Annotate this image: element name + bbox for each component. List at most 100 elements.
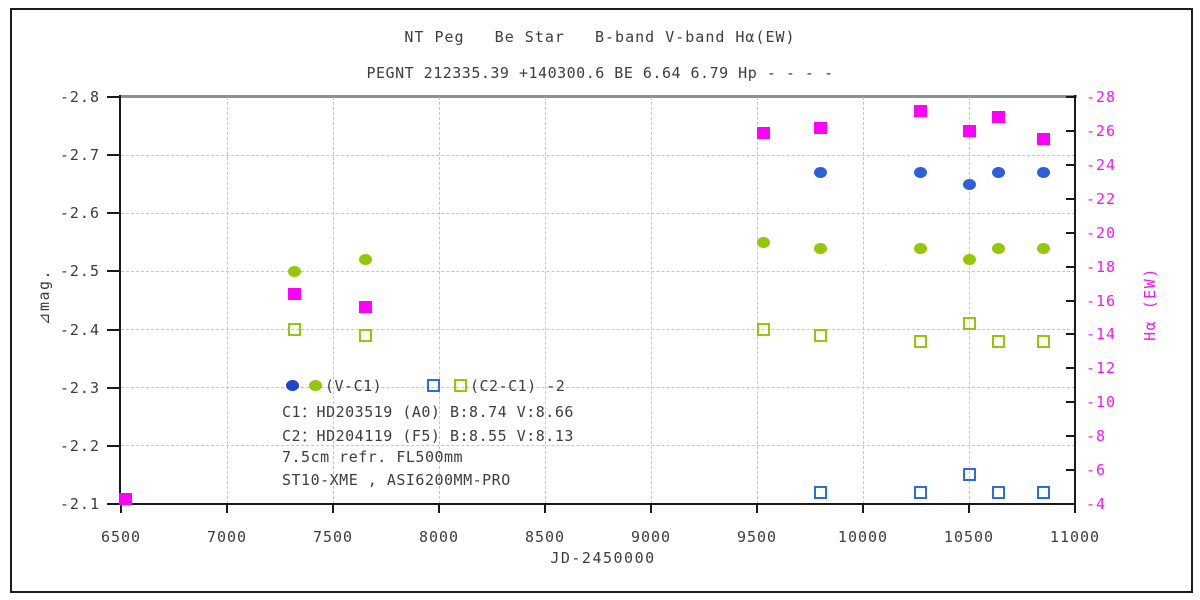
y-right-tick--8	[1066, 435, 1074, 438]
x-tick-11000	[1074, 505, 1076, 513]
point-V-C1-10850	[1036, 242, 1050, 254]
annotation-telescope: 7.5cm refr. FL500mm	[282, 448, 464, 466]
y-gridline--2.6	[121, 212, 1075, 215]
x-tick-label-10500: 10500	[943, 528, 995, 546]
point-B-C1-10500	[962, 178, 976, 190]
point-Hα-10270	[913, 104, 927, 117]
point-(C2-C1)-2-9800	[814, 328, 828, 342]
x-gridline-9000	[650, 97, 653, 504]
y-left-tick-label--2.7: -2.7	[59, 146, 100, 165]
point-V-C1-10640	[992, 242, 1006, 254]
point-Hα-6520	[118, 492, 132, 505]
x-axis	[119, 503, 1076, 505]
x-tick-10000	[862, 505, 864, 513]
point-V-C1-7655	[359, 254, 373, 266]
point-Hα-7655	[359, 301, 373, 314]
x-tick-7000	[226, 505, 228, 513]
x-tick-label-11000: 11000	[1049, 528, 1101, 546]
legend-olive-circle-icon	[309, 380, 322, 391]
y-right-tick--22	[1066, 197, 1074, 200]
y-right-tick--14	[1066, 333, 1074, 336]
y-right-tick-label--24: -24	[1086, 155, 1117, 174]
y-left-tick--2.6	[107, 212, 121, 215]
y-right-tick--16	[1066, 299, 1074, 302]
point-B-C1-9800	[814, 167, 828, 179]
y-left-tick--2.8	[107, 96, 121, 98]
x-tick-6500	[120, 505, 122, 513]
point-Hα-10500	[962, 124, 976, 137]
y-right-tick--12	[1066, 367, 1074, 370]
x-gridline-7000	[226, 97, 229, 504]
x-tick-label-8000: 8000	[418, 528, 460, 546]
y-right-tick--4	[1066, 503, 1074, 505]
y-right-tick--26	[1066, 129, 1074, 132]
plot-border-top	[119, 95, 1077, 98]
y-left-tick-label--2.1: -2.1	[59, 495, 100, 513]
point-(C2-C1)-2-10640	[992, 485, 1006, 499]
y-left-tick--2.2	[107, 444, 121, 447]
x-gridline-7500	[332, 97, 335, 504]
y-left-tick--2.5	[107, 270, 121, 273]
y-right-tick-label--16: -16	[1086, 291, 1117, 310]
point-(C2-C1)-2-10270	[913, 334, 927, 348]
x-tick-label-9000: 9000	[630, 528, 672, 546]
x-tick-label-7500: 7500	[312, 528, 354, 546]
annotation-c1: C1：HD203519 (A0) B:8.74 V:8.66	[282, 403, 574, 421]
point-V-C1-9530	[756, 236, 770, 248]
point-B-C1-10640	[992, 167, 1006, 179]
x-tick-9000	[650, 505, 652, 513]
x-tick-label-6500: 6500	[100, 528, 142, 546]
y-right-tick-label--26: -26	[1086, 121, 1117, 140]
point-V-C1-7320	[288, 265, 302, 277]
y-axis-left	[119, 95, 121, 505]
y-right-tick-label--8: -8	[1086, 427, 1107, 446]
annotation-c2: C2：HD204119 (F5) B:8.55 V:8.13	[282, 427, 574, 445]
chart-subtitle: PEGNT 212335.39 +140300.6 BE 6.64 6.79 H…	[366, 64, 834, 82]
x-gridline-8500	[544, 97, 547, 504]
annotation-camera: ST10-XME , ASI6200MM-PRO	[282, 471, 511, 489]
y-right-tick-label--12: -12	[1086, 359, 1117, 378]
legend-label-vc1: (V-C1)	[325, 377, 383, 395]
x-gridline-9500	[756, 97, 759, 504]
x-tick-9500	[756, 505, 758, 513]
y-right-tick-label--6: -6	[1086, 461, 1107, 480]
y-right-tick--18	[1066, 265, 1074, 268]
y-gridline--2.3	[121, 387, 1075, 389]
y-right-tick--20	[1066, 231, 1074, 234]
x-gridline-10500	[968, 97, 971, 504]
y-right-tick-label--4: -4	[1086, 495, 1107, 513]
x-tick-8500	[544, 505, 546, 513]
point-(C2-C1)-2-7320	[288, 323, 302, 337]
legend-blue-square-icon	[427, 379, 440, 392]
point-Hα-10640	[992, 111, 1006, 124]
point-B-C1-10270	[913, 167, 927, 179]
legend-label-c2c1: (C2-C1) -2	[470, 377, 566, 395]
y-left-tick-label--2.3: -2.3	[59, 378, 100, 397]
x-tick-label-7000: 7000	[206, 528, 248, 546]
point-(C2-C1)-2-10640	[992, 334, 1006, 348]
y-left-tick-label--2.8: -2.8	[59, 88, 100, 106]
point-(C2-C1)-2-10500	[962, 317, 976, 331]
legend-blue-circle-icon	[286, 380, 299, 391]
y-left-tick--2.3	[107, 386, 121, 389]
point-B-C1-10850	[1036, 167, 1050, 179]
y-gridline--2.7	[121, 154, 1075, 157]
y-gridline--2.2	[121, 445, 1075, 447]
point-V-C1-10270	[913, 242, 927, 254]
y-right-tick--10	[1066, 401, 1074, 404]
point-Hα-9800	[814, 121, 828, 134]
y-right-tick-label--28: -28	[1086, 88, 1117, 106]
y-right-tick-label--14: -14	[1086, 325, 1117, 344]
x-tick-7500	[332, 505, 334, 513]
point-V-C1-9800	[814, 242, 828, 254]
y-axis-right-title: Hα (EW)	[1141, 267, 1159, 341]
point-(C2-C1)-2-9530	[756, 323, 770, 337]
x-tick-label-8500: 8500	[524, 528, 566, 546]
x-tick-10500	[968, 505, 970, 513]
y-right-tick--6	[1066, 469, 1074, 472]
legend-olive-square-icon	[454, 379, 467, 392]
y-gridline--2.4	[121, 329, 1075, 331]
y-right-tick--28	[1066, 96, 1074, 98]
point-Hα-10850	[1036, 133, 1050, 146]
y-right-tick-label--10: -10	[1086, 393, 1117, 412]
